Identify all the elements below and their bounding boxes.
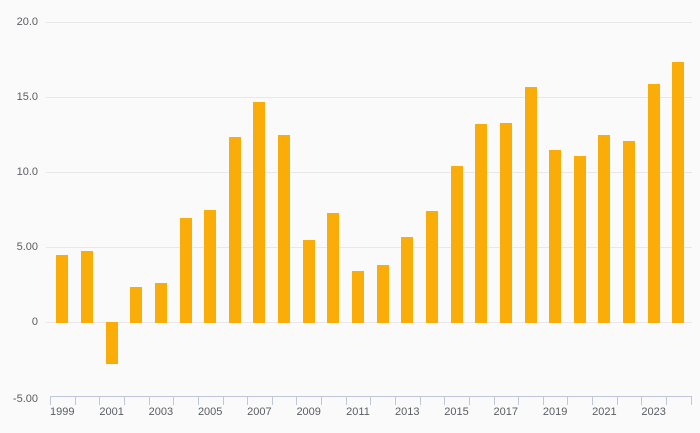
x-axis-label: 2019 (542, 406, 568, 418)
x-axis-label: 2015 (444, 406, 469, 418)
y-axis-label: 20.0 (16, 16, 38, 28)
x-axis-tick (50, 396, 51, 405)
bar-1999[interactable] (56, 255, 69, 324)
x-axis-tick (468, 396, 470, 405)
x-axis-tick (444, 396, 446, 405)
x-axis-tick (641, 396, 643, 405)
bar-2012[interactable] (376, 265, 389, 323)
x-axis-label: 2023 (641, 406, 666, 418)
bar-2015[interactable] (450, 166, 463, 323)
x-axis-label: 2021 (592, 406, 617, 418)
x-axis-tick (370, 396, 372, 405)
x-axis-tick (567, 396, 569, 405)
bar-2000[interactable] (81, 250, 93, 324)
x-axis-label: 2005 (197, 406, 223, 418)
x-axis-tick (394, 396, 396, 405)
x-axis-label: 2013 (395, 406, 420, 418)
bar-2005[interactable] (204, 210, 217, 324)
bar-2018[interactable] (524, 86, 537, 323)
x-axis-tick (197, 396, 199, 405)
x-axis-label: 2017 (493, 406, 519, 418)
bar-2020[interactable] (573, 155, 586, 323)
bar-2003[interactable] (154, 283, 167, 323)
x-axis-tick (321, 396, 322, 405)
x-axis-label: 2003 (148, 406, 174, 418)
x-axis-label: 2001 (99, 406, 124, 418)
x-axis-tick (173, 396, 175, 405)
x-axis-label: 2009 (296, 406, 321, 418)
bar-2009[interactable] (302, 239, 315, 323)
x-axis-label: 2007 (247, 406, 272, 418)
x-axis-tick (123, 396, 125, 405)
x-axis-tick (99, 396, 101, 405)
x-axis-tick (296, 396, 298, 405)
x-axis-tick (592, 396, 593, 405)
bar-2004[interactable] (179, 217, 192, 324)
x-axis-tick (419, 396, 421, 405)
x-axis-label: 2011 (346, 406, 370, 418)
gridline (46, 322, 692, 323)
gridline (46, 22, 692, 23)
bar-2014[interactable] (425, 211, 438, 323)
y-axis-label: 0 (31, 316, 38, 328)
bar-2022[interactable] (623, 140, 635, 323)
bar-2019[interactable] (549, 150, 562, 324)
y-axis-label: -5.00 (12, 393, 38, 405)
gridline (46, 172, 692, 173)
bar-2016[interactable] (475, 124, 488, 323)
x-axis-tick (222, 396, 224, 405)
bar-2007[interactable] (253, 102, 266, 324)
x-axis-tick (518, 396, 520, 405)
gridline (46, 247, 692, 248)
x-axis-tick (666, 396, 667, 405)
y-axis-label: 5.00 (16, 241, 38, 253)
y-axis-label: 10.0 (16, 166, 38, 178)
bar-2024[interactable] (672, 61, 685, 324)
bar-2017[interactable] (499, 123, 512, 324)
bar-2013[interactable] (401, 236, 414, 323)
y-axis-label: 15.0 (16, 91, 38, 103)
bar-2001[interactable] (105, 322, 118, 364)
x-axis-tick (542, 396, 544, 405)
bar-2002[interactable] (130, 286, 143, 324)
bar-2021[interactable] (598, 134, 611, 323)
x-axis-tick (271, 396, 273, 405)
x-axis-tick (247, 396, 249, 405)
bar-2023[interactable] (647, 83, 660, 323)
bar-2011[interactable] (352, 271, 364, 323)
bar-2010[interactable] (327, 212, 340, 323)
x-axis-tick (493, 396, 495, 405)
bar-2006[interactable] (228, 136, 241, 324)
x-axis-label: 1999 (50, 406, 75, 418)
x-axis-tick (148, 396, 150, 405)
bar-2008[interactable] (278, 135, 291, 324)
x-axis-tick (616, 396, 618, 405)
x-axis-tick (690, 396, 692, 405)
gridline (46, 97, 692, 98)
x-axis-tick (74, 396, 76, 405)
x-axis-tick (345, 396, 347, 405)
